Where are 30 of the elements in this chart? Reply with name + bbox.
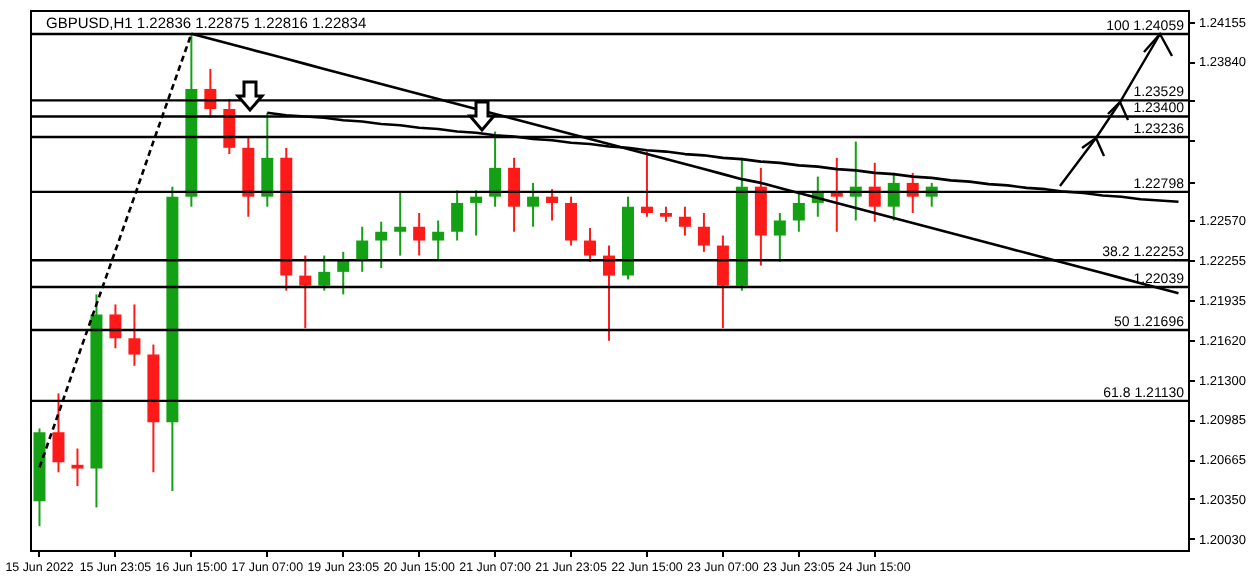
candlestick — [792, 191, 805, 233]
candlestick — [299, 254, 312, 330]
candlestick — [318, 254, 331, 292]
candlestick — [413, 211, 426, 257]
candlestick — [451, 189, 464, 242]
candlestick — [830, 156, 843, 233]
candlestick — [508, 156, 521, 233]
candlestick — [109, 303, 122, 350]
candlestick — [52, 392, 65, 474]
candlestick — [678, 205, 691, 237]
candlestick — [470, 189, 483, 237]
candlestick — [432, 219, 445, 261]
candlestick — [565, 195, 578, 247]
candlestick — [887, 171, 900, 222]
candlestick — [603, 244, 615, 342]
candlestick — [697, 211, 710, 253]
candlestick — [261, 111, 274, 208]
candlestick — [868, 161, 881, 223]
candlestick — [489, 130, 502, 208]
candlestick — [546, 188, 559, 222]
candlestick — [128, 303, 141, 367]
candlestick — [394, 191, 407, 257]
candlestick — [716, 234, 729, 330]
candlestick — [71, 447, 84, 488]
candlestick — [356, 225, 369, 273]
candlestick — [773, 211, 786, 263]
candlestick — [640, 150, 653, 218]
candlestick — [527, 181, 540, 228]
candlestick — [584, 227, 597, 263]
candlestick — [375, 220, 388, 270]
